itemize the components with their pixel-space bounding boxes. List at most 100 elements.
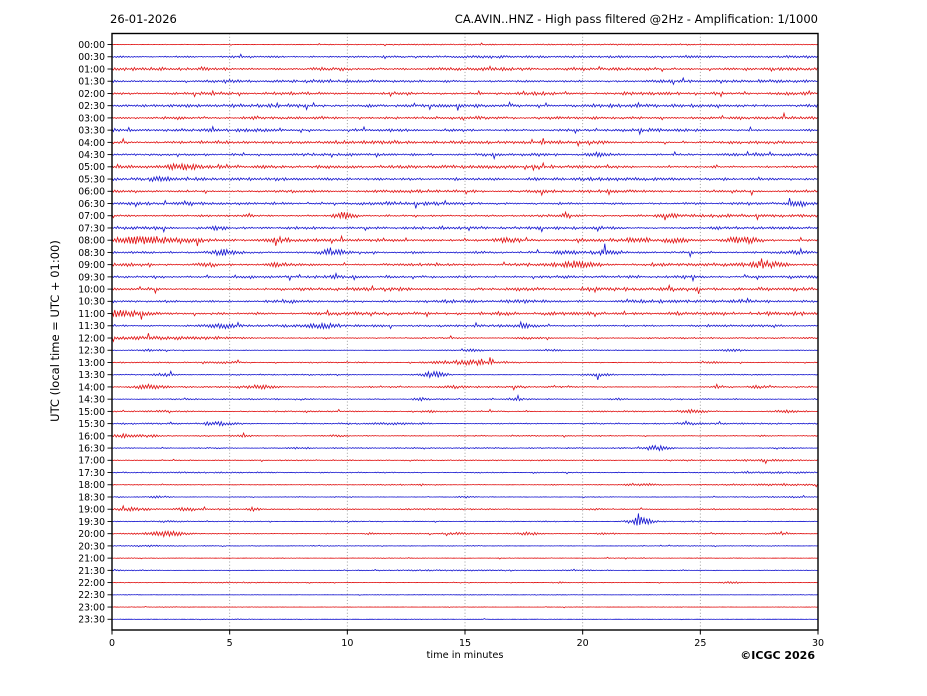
trace-14:30 (111, 393, 818, 402)
row-time-label: 01:00 (78, 64, 105, 75)
row-time-label: 06:00 (78, 187, 105, 198)
row-time-label: 16:30 (78, 443, 105, 454)
row-time-label: 17:30 (78, 468, 105, 479)
trace-15:30 (111, 420, 818, 427)
row-time-label: 20:00 (78, 529, 105, 540)
row-time-label: 06:30 (78, 199, 105, 210)
x-tick-label-15: 15 (459, 638, 471, 649)
trace-13:00 (111, 357, 818, 367)
x-tick-label-5: 5 (227, 638, 233, 649)
trace-16:30 (111, 444, 818, 452)
x-tick-label-25: 25 (694, 638, 706, 649)
row-time-label: 00:00 (78, 40, 105, 51)
row-time-label: 02:00 (78, 89, 105, 100)
copyright-label: ©ICGC 2026 (740, 649, 815, 662)
trace-23:00 (111, 606, 818, 609)
trace-06:30 (111, 197, 818, 209)
trace-12:30 (111, 348, 818, 353)
trace-06:00 (111, 188, 818, 197)
trace-15:00 (111, 408, 818, 415)
trace-18:30 (111, 494, 818, 499)
trace-07:00 (111, 210, 818, 221)
trace-08:00 (111, 234, 818, 247)
trace-00:00 (111, 42, 818, 47)
row-time-label: 22:00 (78, 578, 105, 589)
row-time-label: 20:30 (78, 541, 105, 552)
row-time-label: 19:00 (78, 505, 105, 516)
trace-01:00 (111, 65, 818, 73)
row-time-label: 09:30 (78, 272, 105, 283)
trace-22:30 (111, 594, 818, 596)
x-tick-label-20: 20 (577, 638, 589, 649)
trace-14:00 (111, 383, 818, 391)
trace-02:30 (111, 101, 818, 111)
trace-17:30 (111, 470, 818, 475)
row-time-label: 21:30 (78, 566, 105, 577)
row-time-label: 16:00 (78, 431, 105, 442)
trace-03:30 (111, 125, 818, 136)
row-time-label: 13:30 (78, 370, 105, 381)
trace-08:30 (111, 243, 818, 259)
trace-07:30 (111, 225, 818, 234)
trace-20:00 (111, 529, 818, 539)
row-time-label: 23:00 (78, 602, 105, 613)
trace-05:30 (111, 175, 818, 183)
trace-04:30 (111, 150, 818, 161)
row-time-label: 11:30 (78, 321, 105, 332)
row-time-label: 17:00 (78, 456, 105, 467)
trace-22:00 (111, 581, 818, 584)
trace-21:30 (111, 568, 818, 572)
row-time-label: 18:00 (78, 480, 105, 491)
plot-title: CA.AVIN..HNZ - High pass filtered @2Hz -… (454, 12, 818, 26)
trace-09:00 (111, 258, 818, 270)
row-time-label: 08:00 (78, 236, 105, 247)
row-time-label: 23:30 (78, 615, 105, 626)
trace-09:30 (111, 272, 818, 283)
row-time-label: 14:00 (78, 382, 105, 393)
row-time-label: 18:30 (78, 492, 105, 503)
row-time-label: 03:00 (78, 113, 105, 124)
row-time-label: 19:30 (78, 517, 105, 528)
trace-01:30 (111, 76, 818, 86)
row-time-label: 01:30 (78, 77, 105, 88)
trace-10:30 (111, 297, 818, 305)
trace-17:00 (111, 458, 818, 465)
trace-11:00 (111, 309, 818, 320)
row-time-label: 12:00 (78, 333, 105, 344)
row-time-label: 02:30 (78, 101, 105, 112)
row-time-label: 21:00 (78, 554, 105, 565)
x-axis-label: time in minutes (426, 650, 504, 661)
trace-23:30 (111, 618, 818, 621)
row-time-label: 04:30 (78, 150, 105, 161)
trace-02:00 (111, 89, 818, 98)
row-time-label: 10:00 (78, 285, 105, 296)
plot-frame (111, 32, 819, 631)
x-tick-label-0: 0 (109, 638, 115, 649)
row-time-label: 11:00 (78, 309, 105, 320)
trace-03:00 (111, 111, 818, 121)
row-time-label: 04:00 (78, 138, 105, 149)
x-tick-label-30: 30 (812, 638, 824, 649)
row-time-label: 09:00 (78, 260, 105, 271)
x-tick-label-10: 10 (341, 638, 353, 649)
row-time-label: 07:30 (78, 223, 105, 234)
trace-00:30 (111, 53, 818, 60)
row-time-label: 22:30 (78, 590, 105, 601)
trace-05:00 (111, 161, 818, 172)
trace-16:00 (111, 431, 818, 439)
trace-18:00 (111, 482, 818, 488)
trace-20:30 (111, 544, 818, 548)
trace-12:00 (111, 333, 818, 343)
trace-19:30 (111, 513, 818, 526)
row-time-label: 08:30 (78, 248, 105, 259)
row-time-label: 05:30 (78, 174, 105, 185)
row-time-label: 07:00 (78, 211, 105, 222)
row-time-label: 14:30 (78, 395, 105, 406)
row-time-label: 05:00 (78, 162, 105, 173)
trace-21:00 (111, 556, 818, 560)
row-time-label: 03:30 (78, 126, 105, 137)
row-time-label: 13:00 (78, 358, 105, 369)
trace-10:00 (111, 283, 818, 295)
